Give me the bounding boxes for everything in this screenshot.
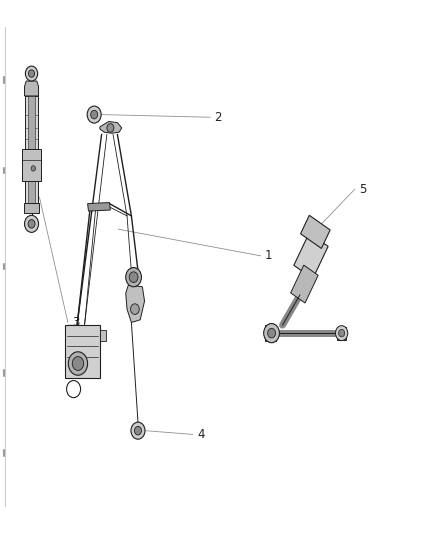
Polygon shape [25,81,39,96]
Circle shape [67,381,81,398]
Circle shape [264,324,279,343]
Circle shape [91,110,98,119]
Circle shape [336,326,348,341]
Polygon shape [291,265,318,303]
Polygon shape [337,327,346,340]
Text: 1: 1 [265,249,272,262]
Polygon shape [300,215,330,248]
Polygon shape [25,96,38,203]
Circle shape [131,422,145,439]
Circle shape [268,328,276,338]
Polygon shape [22,149,41,181]
Circle shape [25,66,38,81]
Circle shape [28,70,35,77]
Circle shape [72,357,84,370]
Circle shape [68,352,88,375]
Text: 2: 2 [215,111,222,124]
Circle shape [129,272,138,282]
Circle shape [131,304,139,314]
Text: 4: 4 [197,428,205,441]
Circle shape [126,268,141,287]
Circle shape [134,426,141,435]
Circle shape [25,215,39,232]
Polygon shape [100,122,122,133]
Circle shape [28,220,35,228]
Text: 5: 5 [359,183,367,196]
Polygon shape [100,330,106,341]
Circle shape [87,106,101,123]
Polygon shape [24,203,39,213]
Polygon shape [265,325,276,341]
Polygon shape [88,203,110,211]
Text: 3: 3 [72,316,80,329]
Polygon shape [126,285,145,322]
Circle shape [31,166,35,171]
Polygon shape [294,233,328,279]
Polygon shape [28,96,35,203]
Polygon shape [65,325,100,378]
Circle shape [107,124,114,132]
Circle shape [339,329,345,337]
